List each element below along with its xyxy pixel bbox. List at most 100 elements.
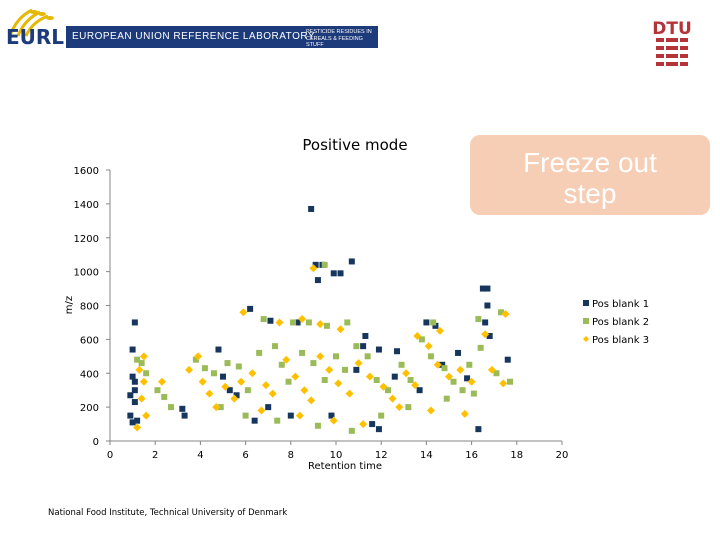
data-point-blank-3 [481,330,490,339]
data-point-blank-1 [504,356,511,363]
data-point-blank-2 [271,343,278,350]
data-point-blank-2 [256,349,263,356]
data-point-blank-1 [127,412,134,419]
y-tick-label: 1600 [74,166,99,177]
data-point-blank-3 [212,403,221,412]
x-tick-label: 2 [152,450,158,461]
data-point-blank-1 [482,319,489,326]
data-point-blank-1 [375,346,382,353]
legend-label-1: Pos blank 1 [592,299,649,310]
data-point-blank-2 [333,353,339,360]
data-point-blank-3 [445,372,453,381]
data-point-blank-3 [135,365,144,374]
y-axis-label: m/z [64,296,75,314]
data-point-blank-3 [248,369,257,378]
data-point-blank-3 [435,326,444,335]
data-point-blank-1 [312,261,319,268]
data-point-blank-3 [325,365,334,374]
legend-label-2: Pos blank 2 [592,317,649,328]
data-point-blank-1 [439,361,446,368]
data-point-blank-1 [308,205,315,212]
data-point-blank-3 [354,359,363,368]
data-point-blank-3 [194,352,203,361]
data-point-blank-3 [365,372,374,381]
y-tick-label: 800 [80,302,99,313]
data-point-blank-2 [470,390,477,397]
x-tick-label: 4 [197,450,203,461]
data-point-blank-1 [129,373,136,380]
data-point-blank-2 [441,365,448,372]
band-title: EUROPEAN UNION REFERENCE LABORATORY [72,31,316,42]
data-point-blank-3 [298,315,307,324]
data-point-blank-2 [477,344,484,351]
data-point-blank-1 [348,258,355,265]
data-point-blank-1 [484,285,491,292]
data-point-blank-1 [287,412,294,419]
footer-text: National Food Institute, Technical Unive… [48,508,288,518]
data-point-blank-1 [220,373,226,380]
data-point-blank-1 [362,332,369,339]
data-point-blank-2 [427,353,434,360]
data-point-blank-3 [139,377,148,386]
data-point-blank-2 [321,377,328,384]
data-point-blank-3 [221,382,230,391]
data-point-blank-1 [215,346,222,353]
data-point-blank-1 [233,392,240,399]
data-point-blank-3 [456,365,465,374]
data-point-blank-3 [388,394,397,403]
data-point-blank-3 [300,386,309,395]
data-point-blank-2 [348,427,355,434]
x-tick-label: 14 [420,450,433,461]
data-point-blank-2 [342,366,349,373]
data-point-blank-2 [210,370,217,377]
data-point-blank-2 [378,412,385,419]
data-point-blank-3 [316,352,325,361]
legend-marker-2 [583,318,589,324]
dtu-logo-icon: DTU [652,19,692,66]
legend-marker-3 [583,336,589,342]
data-point-blank-1 [486,332,493,339]
data-point-blank-2 [344,319,351,326]
callout-line-2: step [563,178,617,209]
data-point-blank-3 [282,355,291,364]
data-point-blank-3 [402,369,411,378]
eurl-title-band: EUROPEAN UNION REFERENCE LABORATORY PEST… [66,26,378,48]
data-point-blank-3 [157,377,166,386]
data-point-blank-1 [131,319,138,326]
data-point-blank-1 [464,375,471,382]
data-point-blank-1 [337,270,344,277]
data-point-blank-2 [384,387,391,394]
data-point-blank-2 [260,316,267,323]
data-point-blank-2 [466,361,473,368]
data-point-blank-1 [369,421,376,428]
data-point-blank-2 [290,319,297,326]
data-point-blank-3 [268,389,277,398]
callout-line-1: Freeze out [523,147,657,178]
data-point-blank-3 [329,416,338,425]
data-point-blank-3 [133,423,142,432]
data-point-blank-1 [251,417,258,424]
data-point-blank-2 [443,395,450,402]
data-point-blank-1 [353,366,360,373]
data-point-blank-3 [336,325,345,334]
data-point-blank-2 [217,404,224,411]
data-point-blank-2 [143,370,150,377]
chart-title: Positive mode [302,136,408,154]
data-point-blank-1 [484,302,491,309]
x-axis-label: Retention time [308,461,382,472]
data-point-blank-2 [242,412,249,419]
data-point-blank-3 [239,308,248,317]
data-point-blank-1 [423,319,430,326]
data-point-blank-2 [244,387,251,394]
data-point-blank-2 [168,404,175,411]
data-point-blank-1 [391,373,398,380]
data-point-blank-3 [379,382,388,391]
data-point-blank-3 [424,342,433,351]
dtu-logo-text: DTU [652,19,692,39]
data-point-blank-2 [398,361,405,368]
data-point-blank-2 [235,363,242,370]
x-tick-label: 0 [107,450,113,461]
data-point-blank-1 [131,387,138,394]
data-point-blank-2 [475,316,482,323]
data-point-blank-1 [129,346,136,353]
